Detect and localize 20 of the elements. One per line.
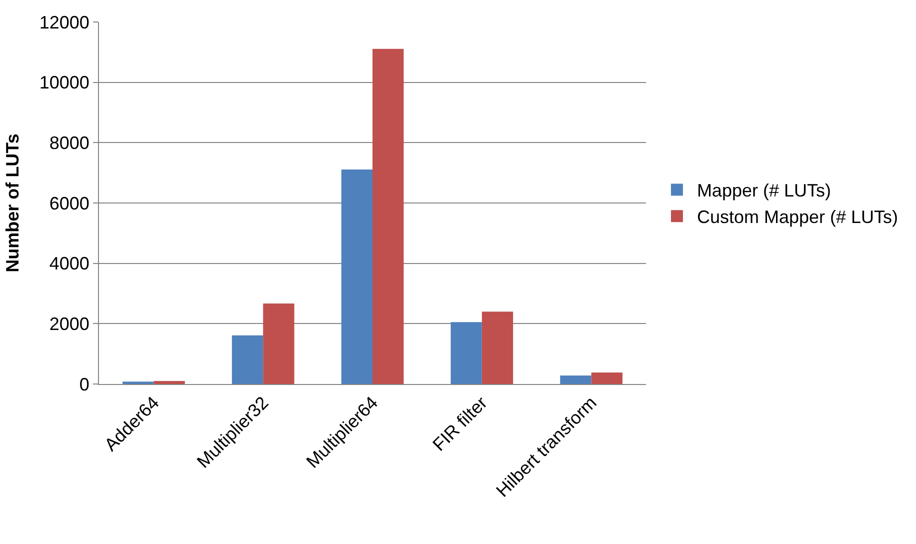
bar [341,170,372,384]
y-tick-label: 0 [79,374,90,394]
y-tick-label: 6000 [49,193,90,214]
y-tick-label: 8000 [49,132,90,153]
bar [450,322,482,384]
y-axis-title: Number of LUTs [2,134,23,272]
bar [154,380,185,384]
bar [372,48,404,384]
y-tick-label: 4000 [49,254,90,274]
bar [560,376,592,384]
x-tick-label: FIR filter [428,392,492,455]
y-tick-label: 2000 [49,314,90,334]
bar [591,372,622,384]
y-tick-label: 12000 [39,12,90,32]
bar [263,303,294,384]
y-tick-label: 10000 [39,72,90,93]
bar [482,312,514,384]
legend-label: Custom Mapper (# LUTs) [696,207,898,228]
bar [232,335,264,384]
legend-label: Mapper (# LUTs) [696,180,831,201]
